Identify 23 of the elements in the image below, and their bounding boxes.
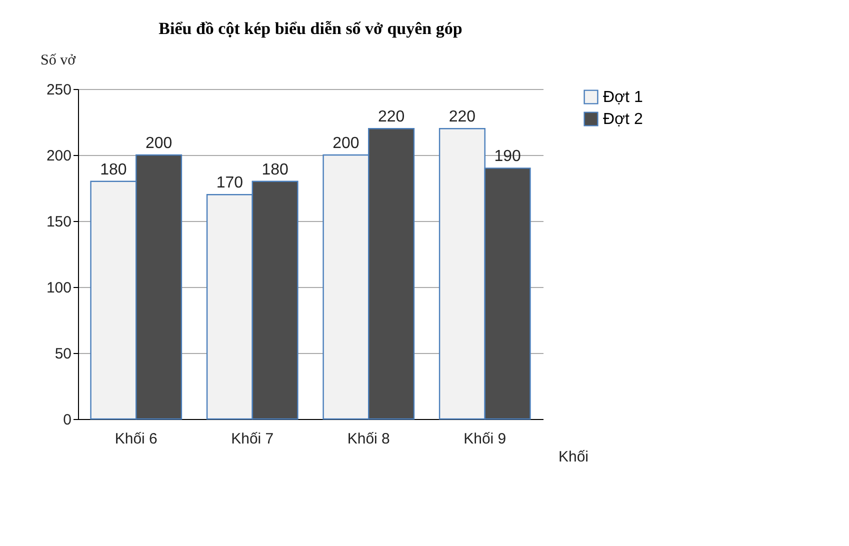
y-tick-label: 0 [63,412,72,428]
legend-label: Đợt 2 [603,111,643,128]
x-axis-title: Khối [558,448,588,466]
data-label: 220 [378,108,405,126]
data-label: 200 [145,135,172,152]
data-label: 170 [216,174,244,192]
y-tick-label: 50 [54,346,72,362]
chart-title: Biểu đồ cột kép biểu diễn số vở quyên góp [158,19,462,38]
data-label: 180 [262,161,288,178]
y-tick-label: 100 [46,280,72,296]
x-tick-label: Khối 7 [231,430,274,448]
y-tick-label: 200 [46,148,72,164]
x-tick-label: Khối 6 [114,430,158,448]
y-tick-label: 250 [46,82,72,98]
data-label: 220 [448,108,476,126]
y-axis-title: Số vở [40,52,77,68]
data-label: 190 [494,148,521,166]
x-tick-label: Khối 9 [464,430,506,448]
y-tick-label: 150 [46,214,72,230]
data-label: 180 [100,161,127,178]
legend-label: Đợt 1 [603,89,643,106]
data-label: 200 [332,135,360,152]
x-tick-label: Khối 8 [347,430,390,448]
